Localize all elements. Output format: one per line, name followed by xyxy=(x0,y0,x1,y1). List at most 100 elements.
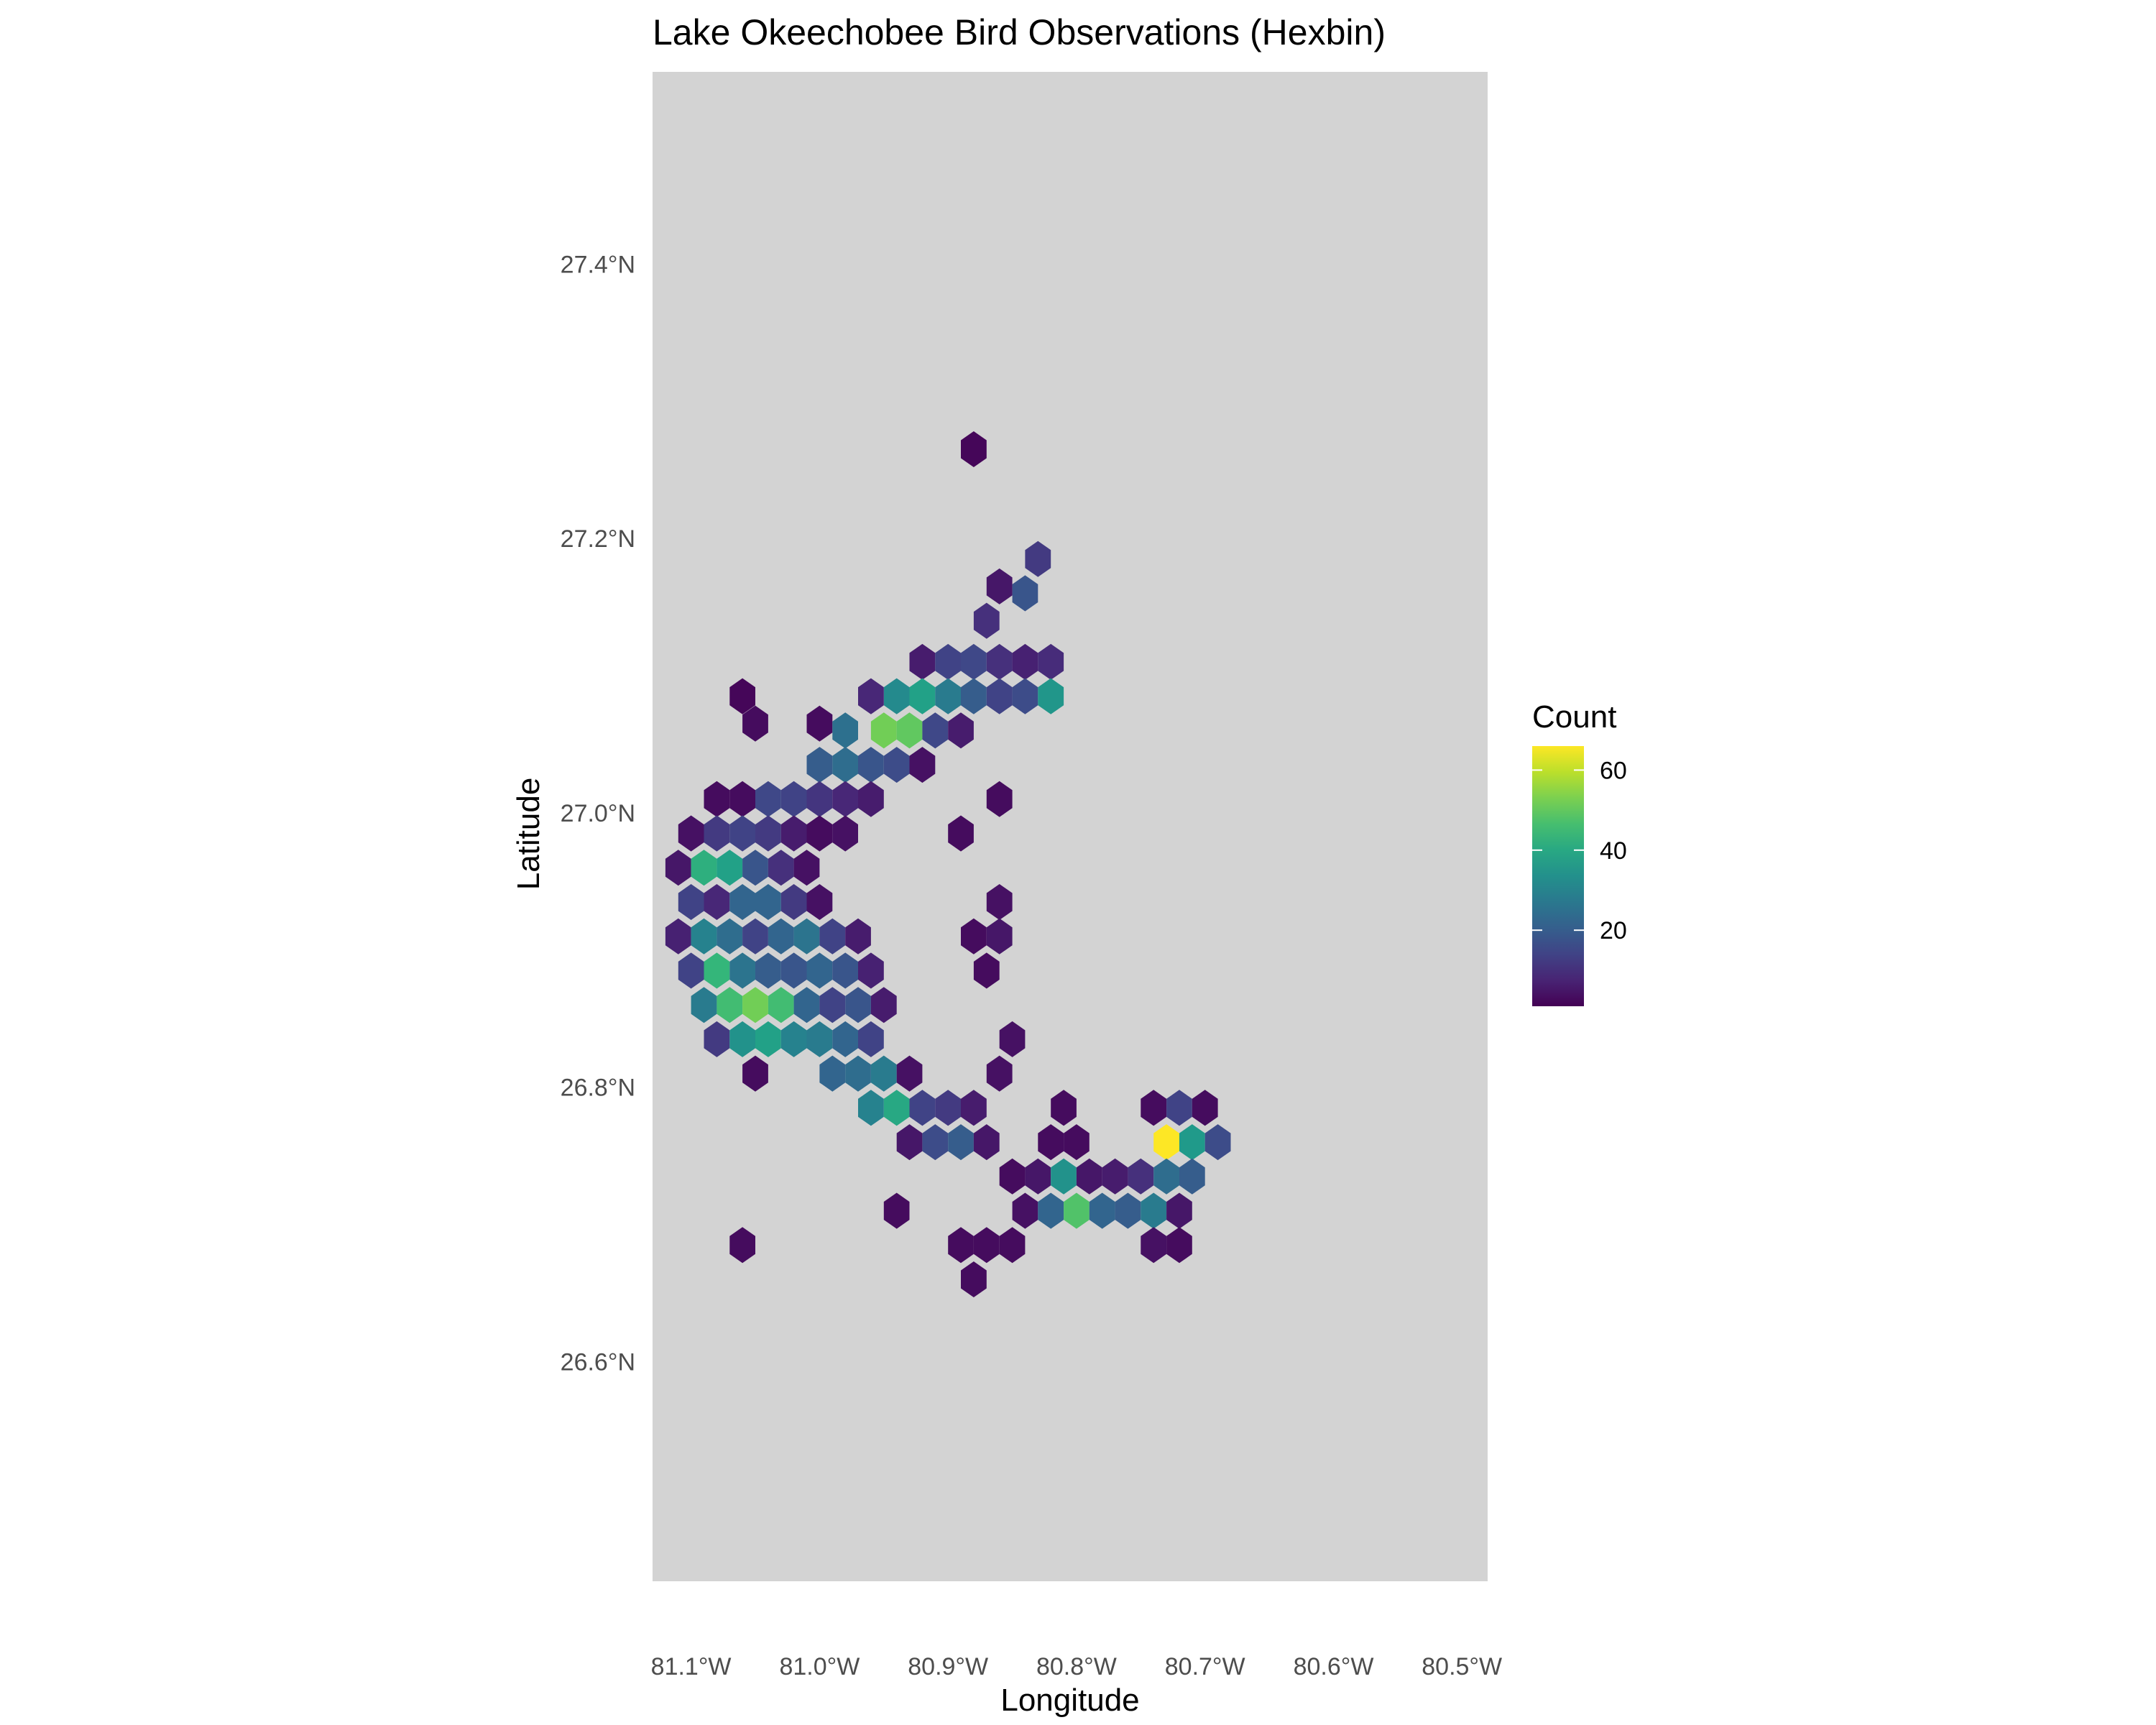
hexbin-cell-44 xyxy=(780,815,807,852)
hexbin-cell-15 xyxy=(986,678,1013,714)
hexbin-cell-52 xyxy=(768,850,794,886)
hexbin-cell-134 xyxy=(1166,1192,1192,1229)
hexbin-cell-57 xyxy=(755,884,781,920)
hexbin-cell-10 xyxy=(1038,643,1064,680)
hexbin-cell-130 xyxy=(1064,1192,1089,1229)
hexbin-cell-96 xyxy=(742,1055,768,1092)
hexbin-cell-23 xyxy=(870,712,897,749)
hexbin-cell-26 xyxy=(948,712,974,749)
hexbin-cell-72 xyxy=(704,952,730,989)
hexbin-cell-55 xyxy=(704,884,730,920)
hexbin-cell-105 xyxy=(935,1090,961,1126)
hexbin-cell-131 xyxy=(1089,1192,1115,1229)
hexbin-cell-47 xyxy=(948,815,974,852)
hexbin-cell-91 xyxy=(780,1021,807,1057)
hexbin-cell-125 xyxy=(1128,1158,1154,1195)
hexbin-cell-6 xyxy=(935,643,961,680)
hexbin-cell-103 xyxy=(883,1090,910,1126)
hexbin-cell-0 xyxy=(961,431,987,467)
hexbin-cell-80 xyxy=(691,987,717,1024)
hexbin-cell-21 xyxy=(806,705,833,742)
hexbin-cell-75 xyxy=(780,952,807,989)
hexbin-cell-79 xyxy=(973,952,1000,989)
chart-title: Lake Okeechobee Bird Observations (Hexbi… xyxy=(653,12,1386,52)
hexbin-cell-59 xyxy=(806,884,833,920)
hexbin-cell-81 xyxy=(717,987,743,1024)
hexbin-cell-137 xyxy=(948,1227,974,1264)
hexbin-cell-2 xyxy=(986,568,1013,604)
legend-colorbar xyxy=(1532,746,1584,1006)
hexbin-cell-119 xyxy=(1204,1124,1231,1161)
hexbin-cell-92 xyxy=(806,1021,833,1057)
hexbin-cell-140 xyxy=(1141,1227,1167,1264)
hexbin-cell-41 xyxy=(704,815,730,852)
hexbin-cell-65 xyxy=(768,918,794,954)
hexbin-cell-139 xyxy=(999,1227,1026,1264)
hexbin-cell-36 xyxy=(806,781,833,817)
hexbin-cell-54 xyxy=(678,884,704,920)
hexbin-cell-20 xyxy=(742,705,768,742)
hexbin-cell-118 xyxy=(1179,1124,1205,1161)
hexbin-cell-34 xyxy=(755,781,781,817)
hexbin-cell-45 xyxy=(806,815,833,852)
hexbin-cell-93 xyxy=(832,1021,858,1057)
hexbin-cell-87 xyxy=(870,987,897,1024)
hexbin-cell-98 xyxy=(845,1055,871,1092)
hexbin-cell-142 xyxy=(961,1261,987,1297)
legend-title: Count xyxy=(1532,699,1616,735)
hexbin-cell-56 xyxy=(729,884,755,920)
hexbin-cell-76 xyxy=(806,952,833,989)
y-tick-label-0: 26.6°N xyxy=(561,1349,635,1376)
hexbin-cell-85 xyxy=(819,987,846,1024)
hexbin-cell-88 xyxy=(704,1021,730,1057)
hexbin-cell-77 xyxy=(832,952,858,989)
hexbin-cell-37 xyxy=(832,781,858,817)
hexbin-cell-114 xyxy=(973,1124,1000,1161)
y-axis-title: Latitude xyxy=(511,778,546,891)
hexbin-cell-99 xyxy=(870,1055,897,1092)
x-axis-title: Longitude xyxy=(1000,1683,1139,1718)
hexbin-cell-135 xyxy=(883,1192,910,1229)
hexbin-cell-39 xyxy=(986,781,1013,817)
hexbin-cell-70 xyxy=(986,918,1013,954)
hexbin-cell-138 xyxy=(973,1227,1000,1264)
hexbin-cell-115 xyxy=(1038,1124,1064,1161)
legend-label-0: 20 xyxy=(1600,917,1627,944)
hexbin-cell-78 xyxy=(858,952,884,989)
hexbin-cell-19 xyxy=(729,678,755,714)
hexbin-cell-66 xyxy=(793,918,820,954)
hexbin-cell-62 xyxy=(691,918,717,954)
hexbin-cell-74 xyxy=(755,952,781,989)
hexbin-cell-31 xyxy=(909,747,936,783)
hexbin-cell-14 xyxy=(961,678,987,714)
hexbin-cell-18 xyxy=(858,678,884,714)
hexbin-cell-8 xyxy=(986,643,1013,680)
hexbin-cell-136 xyxy=(729,1227,755,1264)
hexbin-cell-64 xyxy=(742,918,768,954)
hexbin-cell-104 xyxy=(909,1090,936,1126)
hexbin-cell-120 xyxy=(999,1158,1026,1195)
hexbin-cell-42 xyxy=(729,815,755,852)
hexbin-cell-69 xyxy=(961,918,987,954)
hexbin-cell-30 xyxy=(883,747,910,783)
y-tick-label-1: 26.8°N xyxy=(561,1075,635,1102)
hexbin-cell-9 xyxy=(1012,643,1038,680)
x-tick-label-1: 81.0°W xyxy=(779,1653,860,1680)
color-legend: Count 20 40 60 xyxy=(1532,699,1627,1006)
hexbin-cell-43 xyxy=(755,815,781,852)
y-tick-label-3: 27.2°N xyxy=(561,525,635,553)
hexbin-cell-48 xyxy=(665,850,691,886)
hexbin-cell-28 xyxy=(832,747,858,783)
hexbin-cell-71 xyxy=(678,952,704,989)
hexbin-cell-123 xyxy=(1076,1158,1102,1195)
hexbin-cell-11 xyxy=(883,678,910,714)
hexbin-cell-22 xyxy=(832,712,858,749)
hexbin-cell-110 xyxy=(1192,1090,1218,1126)
hexbin-cell-4 xyxy=(973,602,1000,639)
hexbin-cell-101 xyxy=(986,1055,1013,1092)
hexbin-cell-102 xyxy=(858,1090,884,1126)
hexbin-layer xyxy=(665,431,1231,1297)
hexbin-cell-100 xyxy=(896,1055,923,1092)
hexbin-cell-17 xyxy=(1038,678,1064,714)
hexbin-cell-1 xyxy=(1025,540,1051,577)
